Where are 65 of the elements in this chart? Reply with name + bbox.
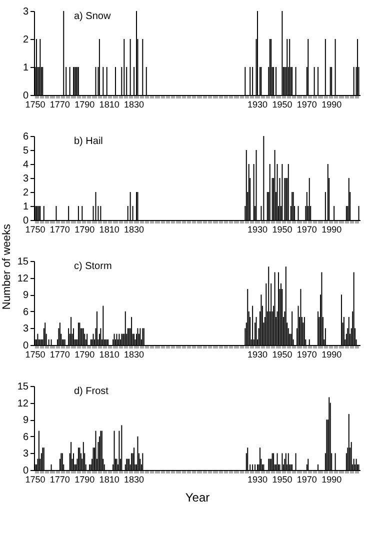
y-tick-label: 0: [22, 340, 29, 352]
x-tick-label: 1830: [124, 474, 144, 484]
y-tick-label: 3: [22, 6, 29, 18]
x-tick-label: 1770: [50, 350, 70, 360]
x-tick-label: 1770: [50, 100, 70, 110]
x-tick-label: 1750: [25, 224, 46, 234]
x-tick-label: 1830: [124, 100, 144, 110]
x-tick-label: 1790: [74, 100, 95, 110]
x-tick-label: 1770: [50, 224, 70, 234]
x-tick-label: 1950: [272, 100, 292, 110]
y-tick-label: 0: [22, 90, 29, 102]
x-tick-label: 1810: [99, 224, 120, 234]
chart-title: b) Hail: [74, 136, 103, 147]
y-tick-label: 3: [22, 448, 29, 460]
x-tick-label: 1790: [74, 350, 95, 360]
y-tick-label: 2: [22, 188, 29, 198]
y-tick-label: 3: [22, 324, 29, 335]
x-tick-label: 1970: [296, 474, 317, 484]
x-tick-label: 1750: [25, 474, 46, 484]
y-tick-label: 2: [22, 34, 29, 46]
x-tick-label: 1750: [25, 350, 46, 360]
x-tick-label: 1990: [322, 350, 342, 360]
y-tick-label: 12: [17, 273, 29, 284]
x-tick-label: 1810: [99, 350, 120, 360]
y-tick-label: 6: [22, 432, 29, 443]
chart-title: c) Storm: [74, 261, 112, 272]
y-tick-label: 0: [22, 216, 29, 226]
x-tick-label: 1930: [247, 224, 268, 234]
y-tick-label: 5: [22, 146, 29, 156]
y-tick-label: 1: [22, 202, 29, 212]
y-tick-label: 0: [22, 466, 29, 476]
x-axis-title: Year: [185, 490, 210, 504]
chart-title: d) Frost: [74, 386, 109, 397]
y-tick-label: 12: [17, 398, 29, 410]
x-tick-label: 1770: [50, 474, 70, 484]
chart-title: a) Snow: [74, 11, 112, 22]
y-tick-label: 1: [22, 62, 29, 74]
x-tick-label: 1990: [322, 224, 342, 234]
x-tick-label: 1950: [272, 474, 292, 484]
x-tick-label: 1790: [74, 224, 95, 234]
x-tick-label: 1970: [296, 100, 317, 110]
x-tick-label: 1830: [124, 224, 144, 234]
x-tick-label: 1930: [247, 100, 268, 110]
y-tick-label: 6: [22, 306, 29, 318]
x-tick-label: 1970: [296, 350, 317, 360]
x-tick-label: 1990: [322, 474, 342, 484]
y-tick-label: 9: [22, 290, 29, 302]
x-tick-label: 1970: [296, 224, 317, 234]
x-tick-label: 1810: [99, 474, 120, 484]
x-tick-label: 1930: [247, 474, 268, 484]
x-tick-label: 1830: [124, 350, 144, 360]
y-tick-label: 9: [22, 415, 29, 426]
x-tick-label: 1930: [247, 350, 268, 360]
y-tick-label: 15: [17, 256, 29, 268]
y-tick-label: 15: [17, 382, 29, 392]
x-tick-label: 1950: [272, 224, 292, 234]
x-tick-label: 1750: [25, 100, 46, 110]
x-tick-label: 1990: [322, 100, 342, 110]
y-tick-label: 4: [22, 160, 29, 170]
x-tick-label: 1790: [74, 474, 95, 484]
y-tick-label: 6: [22, 132, 29, 142]
y-tick-label: 3: [22, 174, 29, 184]
x-tick-label: 1950: [272, 350, 292, 360]
y-axis-title: Number of weeks: [1, 224, 13, 310]
x-tick-label: 1810: [99, 100, 120, 110]
